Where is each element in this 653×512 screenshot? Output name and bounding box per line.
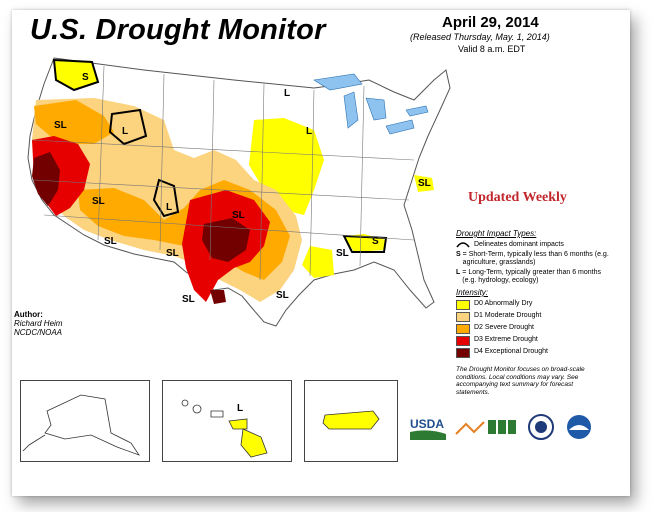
- d4-areas: [32, 152, 250, 304]
- impact-lines: [52, 58, 388, 253]
- usda-text: USDA: [410, 417, 444, 431]
- author-org: NCDC/NOAA: [14, 328, 63, 337]
- impact-s-key: S: [456, 251, 461, 258]
- ndmc-logo: [454, 414, 520, 442]
- impact-l-key: L: [456, 269, 461, 276]
- impact-s-text: = Short-Term, typically less than 6 mont…: [462, 251, 609, 266]
- legend: Drought Impact Types: Delineates dominan…: [456, 229, 616, 360]
- impact-line-row: Delineates dominant impacts: [456, 241, 616, 249]
- label-s-pnw: S: [82, 72, 89, 83]
- alaska-inset: [20, 380, 150, 462]
- label-l-hawaii: L: [237, 403, 243, 414]
- author-name: Richard Heim: [14, 319, 63, 328]
- valid-time: Valid 8 a.m. EDT: [458, 44, 526, 54]
- intensity-d0: D0 Abnormally Dry: [456, 300, 616, 310]
- d4-label: D4 Exceptional Drought: [474, 348, 548, 355]
- disclaimer-note: The Drought Monitor focuses on broad-sca…: [456, 366, 585, 396]
- d0-label: D0 Abnormally Dry: [474, 300, 533, 307]
- great-lakes: [313, 73, 429, 135]
- label-sl-tx-w: SL: [182, 294, 195, 305]
- state-borders: [31, 65, 415, 281]
- hawaii-map: L: [181, 399, 268, 458]
- d3-swatch: [456, 336, 470, 346]
- map-title: U.S. Drought Monitor: [30, 14, 326, 46]
- label-sl-az: SL: [104, 236, 117, 247]
- doc-seal-logo: [528, 414, 554, 440]
- author-block: Author: Richard Heim NCDC/NOAA: [14, 310, 62, 337]
- label-sl-nv: SL: [92, 196, 105, 207]
- puerto-rico-map: [322, 410, 380, 430]
- drought-impact-line-icon: [456, 242, 470, 248]
- d1-swatch: [456, 312, 470, 322]
- label-sl-tn: SL: [336, 248, 349, 259]
- intensity-d3: D3 Extreme Drought: [456, 336, 616, 346]
- d4-swatch: [456, 348, 470, 358]
- impact-labels: S L L SL L SL L SL SL SL SL SL SL S SL: [54, 72, 431, 305]
- conus-drought-map: S L L SL L SL L SL SL SL SL SL SL S SL: [27, 57, 451, 327]
- d0-swatch: [456, 300, 470, 310]
- d2-swatch: [456, 324, 470, 334]
- d3-label: D3 Extreme Drought: [474, 336, 538, 343]
- label-s-ky: S: [372, 236, 379, 247]
- intensity-d1: D1 Moderate Drought: [456, 312, 616, 322]
- intensity-d4: D4 Exceptional Drought: [456, 348, 616, 358]
- label-l-co: L: [166, 202, 172, 213]
- release-date: (Released Thursday, May. 1, 2014): [410, 32, 550, 42]
- alaska-map: [22, 394, 141, 456]
- updated-weekly-banner: Updated Weekly: [468, 190, 567, 205]
- label-sl-tx-e: SL: [276, 290, 289, 301]
- intensity-d2: D2 Severe Drought: [456, 324, 616, 334]
- d1-label: D1 Moderate Drought: [474, 312, 542, 319]
- impact-l-text: = Long-Term, typically greater than 6 mo…: [462, 269, 601, 284]
- impact-s-row: S = Short-Term, typically less than 6 mo…: [456, 251, 616, 267]
- author-label: Author:: [14, 310, 43, 319]
- impact-l-row: L = Long-Term, typically greater than 6 …: [456, 269, 616, 285]
- label-l-north: L: [284, 88, 290, 99]
- hawaii-inset: L: [162, 380, 292, 462]
- impact-line-text: Delineates dominant impacts: [474, 241, 564, 248]
- label-sl-or: SL: [54, 120, 67, 131]
- label-l-mn: L: [306, 126, 312, 137]
- label-sl-ny: SL: [418, 178, 431, 189]
- d2-label: D2 Severe Drought: [474, 324, 534, 331]
- intensity-heading: Intensity:: [456, 288, 489, 297]
- label-sl-nm: SL: [166, 248, 179, 259]
- impact-types-heading: Drought Impact Types:: [456, 229, 537, 238]
- usda-logo: USDA: [408, 412, 448, 442]
- noaa-logo: [566, 414, 592, 440]
- puerto-rico-inset: [304, 380, 398, 462]
- label-sl-ks: SL: [232, 210, 245, 221]
- label-l-id: L: [122, 126, 128, 137]
- map-date: April 29, 2014: [442, 14, 539, 31]
